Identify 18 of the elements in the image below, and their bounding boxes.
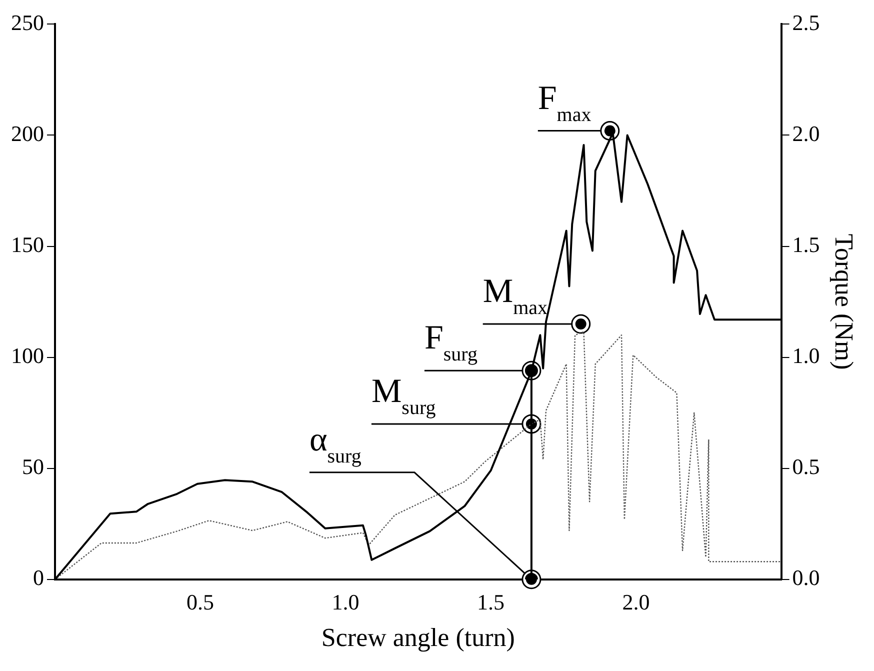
x-tick-label: 2.0 (622, 589, 650, 614)
y-tick-label: 0 (33, 565, 44, 590)
x-tick-label: 0.5 (186, 589, 214, 614)
y2-tick-label: 0.0 (792, 565, 820, 590)
x-axis-title: Screw angle (turn) (321, 623, 515, 652)
y2-tick-label: 2.5 (792, 10, 820, 35)
y-tick-label: 150 (11, 232, 44, 258)
y2-tick-label: 1.5 (792, 232, 820, 258)
y2-tick-label: 2.0 (792, 121, 820, 146)
y-tick-label: 250 (11, 10, 44, 35)
y-tick-label: 100 (11, 343, 44, 368)
y2-axis-title: Torque (Nm) (830, 234, 859, 370)
y2-tick-label: 0.5 (792, 454, 820, 480)
x-tick-label: 1.5 (477, 589, 505, 614)
y-tick-label: 50 (22, 454, 44, 480)
y2-tick-label: 1.0 (792, 343, 820, 368)
y-tick-label: 200 (11, 121, 44, 146)
x-tick-label: 1.0 (332, 589, 360, 614)
